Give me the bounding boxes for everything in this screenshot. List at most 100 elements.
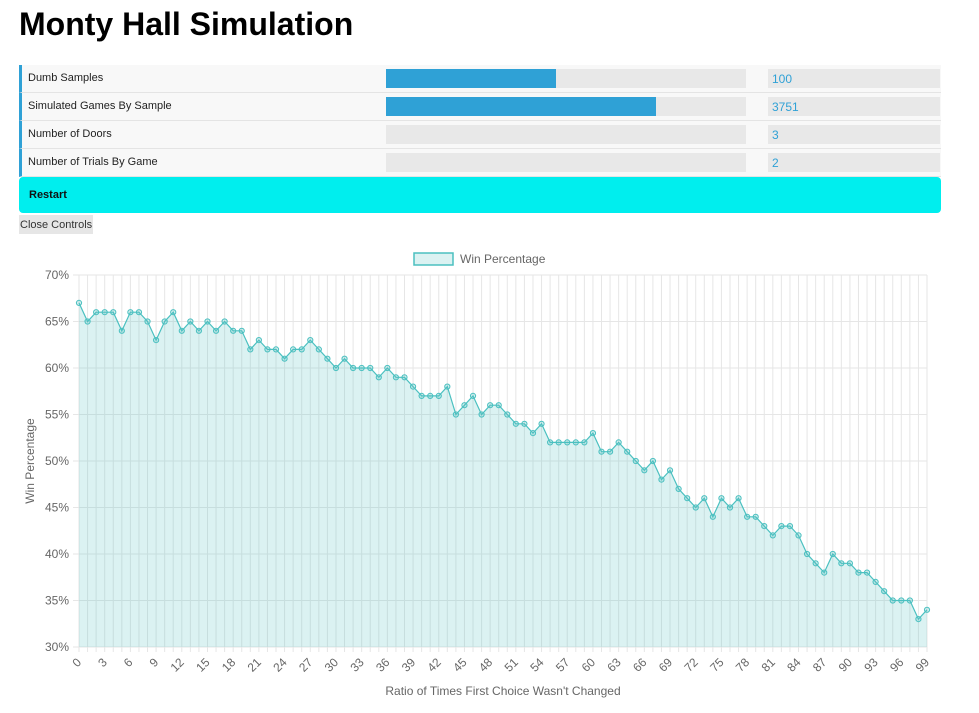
control-label: Number of Trials By Game bbox=[28, 156, 158, 168]
data-point bbox=[272, 346, 280, 353]
data-point bbox=[93, 309, 100, 316]
y-tick-label: 60% bbox=[45, 361, 69, 375]
close-controls-button[interactable]: Close Controls bbox=[19, 215, 94, 234]
control-row-trials-by-game: Number of Trials By Game bbox=[19, 149, 941, 177]
data-point bbox=[512, 420, 519, 427]
data-point bbox=[435, 392, 442, 399]
simulated-games-slider[interactable] bbox=[386, 97, 746, 116]
x-tick-label: 21 bbox=[245, 655, 265, 675]
data-point bbox=[606, 448, 614, 455]
data-point bbox=[195, 327, 203, 334]
data-point bbox=[401, 374, 408, 381]
x-tick-label: 9 bbox=[147, 655, 162, 670]
data-point bbox=[769, 532, 776, 539]
data-point bbox=[264, 346, 271, 353]
data-point bbox=[127, 309, 134, 316]
data-point bbox=[786, 523, 794, 530]
data-point bbox=[855, 569, 862, 576]
data-point bbox=[290, 346, 297, 353]
data-point bbox=[547, 439, 554, 446]
data-point bbox=[144, 318, 151, 325]
x-tick-label: 18 bbox=[219, 655, 239, 675]
restart-button[interactable]: Restart bbox=[19, 177, 941, 213]
data-point bbox=[315, 346, 322, 353]
data-point bbox=[572, 439, 579, 446]
data-point bbox=[666, 467, 674, 474]
data-point bbox=[846, 560, 854, 567]
x-tick-label: 81 bbox=[759, 655, 779, 675]
data-point bbox=[718, 495, 725, 502]
slider-fill bbox=[386, 97, 656, 116]
data-point bbox=[829, 550, 836, 558]
x-tick-label: 45 bbox=[450, 655, 470, 675]
number-of-doors-input[interactable] bbox=[768, 125, 940, 144]
x-tick-label: 24 bbox=[270, 655, 290, 675]
data-point bbox=[350, 364, 357, 372]
dumb-samples-input[interactable] bbox=[768, 69, 940, 88]
data-point bbox=[504, 411, 511, 418]
trials-by-game-slider[interactable] bbox=[386, 153, 746, 172]
data-point bbox=[898, 597, 905, 604]
x-tick-label: 69 bbox=[656, 655, 676, 675]
data-point bbox=[778, 523, 785, 530]
x-tick-label: 90 bbox=[836, 655, 856, 675]
controls-panel: Dumb Samples Simulated Games By Sample N… bbox=[19, 65, 941, 177]
data-point bbox=[915, 616, 922, 623]
data-point bbox=[709, 513, 716, 520]
data-point bbox=[221, 318, 228, 325]
y-axis-title: Win Percentage bbox=[23, 418, 37, 504]
x-tick-label: 96 bbox=[887, 655, 907, 675]
data-point bbox=[461, 402, 468, 409]
trials-by-game-input[interactable] bbox=[768, 153, 940, 172]
x-tick-label: 78 bbox=[733, 655, 753, 675]
data-point bbox=[178, 327, 185, 334]
x-tick-label: 57 bbox=[553, 655, 573, 675]
data-point bbox=[803, 550, 811, 558]
slider-fill bbox=[386, 69, 556, 88]
data-point bbox=[84, 318, 91, 325]
data-point bbox=[735, 495, 742, 502]
data-point bbox=[761, 523, 768, 530]
y-tick-label: 65% bbox=[45, 315, 69, 329]
win-percentage-chart: 30% 35% 40% 45% 50% 55% 60% 65% 70% 0 3 6 9 12 15 18 21 2… bbox=[0, 240, 979, 713]
x-tick-label: 36 bbox=[373, 655, 393, 675]
data-point bbox=[555, 439, 562, 446]
data-point bbox=[392, 374, 400, 381]
data-point bbox=[487, 402, 494, 409]
x-tick-label: 42 bbox=[425, 655, 445, 675]
x-tick-label: 39 bbox=[399, 655, 419, 675]
data-point bbox=[795, 532, 802, 539]
data-point bbox=[684, 495, 691, 502]
data-point bbox=[641, 467, 648, 474]
data-point bbox=[307, 337, 314, 344]
data-point bbox=[324, 355, 331, 362]
dumb-samples-slider[interactable] bbox=[386, 69, 746, 88]
x-axis-title: Ratio of Times First Choice Wasn't Chang… bbox=[385, 684, 620, 698]
data-point bbox=[889, 597, 896, 604]
x-tick-label: 3 bbox=[95, 655, 110, 670]
control-row-simulated-games: Simulated Games By Sample bbox=[19, 93, 941, 121]
number-of-doors-slider[interactable] bbox=[386, 125, 746, 144]
data-point bbox=[478, 411, 485, 418]
x-tick-label: 33 bbox=[347, 655, 367, 675]
data-point bbox=[863, 569, 871, 576]
x-tick-label: 75 bbox=[707, 655, 727, 675]
y-tick-label: 40% bbox=[45, 547, 69, 561]
data-point bbox=[469, 392, 477, 399]
data-point bbox=[367, 364, 374, 372]
data-point bbox=[358, 364, 365, 372]
data-point bbox=[187, 318, 194, 325]
data-point bbox=[581, 439, 588, 446]
data-point bbox=[923, 606, 931, 613]
data-point bbox=[752, 513, 759, 520]
data-point bbox=[495, 402, 502, 409]
data-point bbox=[452, 411, 459, 418]
data-point bbox=[564, 439, 571, 446]
y-tick-label: 45% bbox=[45, 501, 69, 515]
data-point bbox=[341, 355, 348, 362]
legend-label: Win Percentage bbox=[460, 252, 546, 266]
control-label: Dumb Samples bbox=[28, 72, 104, 84]
control-label: Simulated Games By Sample bbox=[28, 100, 172, 112]
simulated-games-input[interactable] bbox=[768, 97, 940, 116]
data-point bbox=[101, 309, 108, 316]
